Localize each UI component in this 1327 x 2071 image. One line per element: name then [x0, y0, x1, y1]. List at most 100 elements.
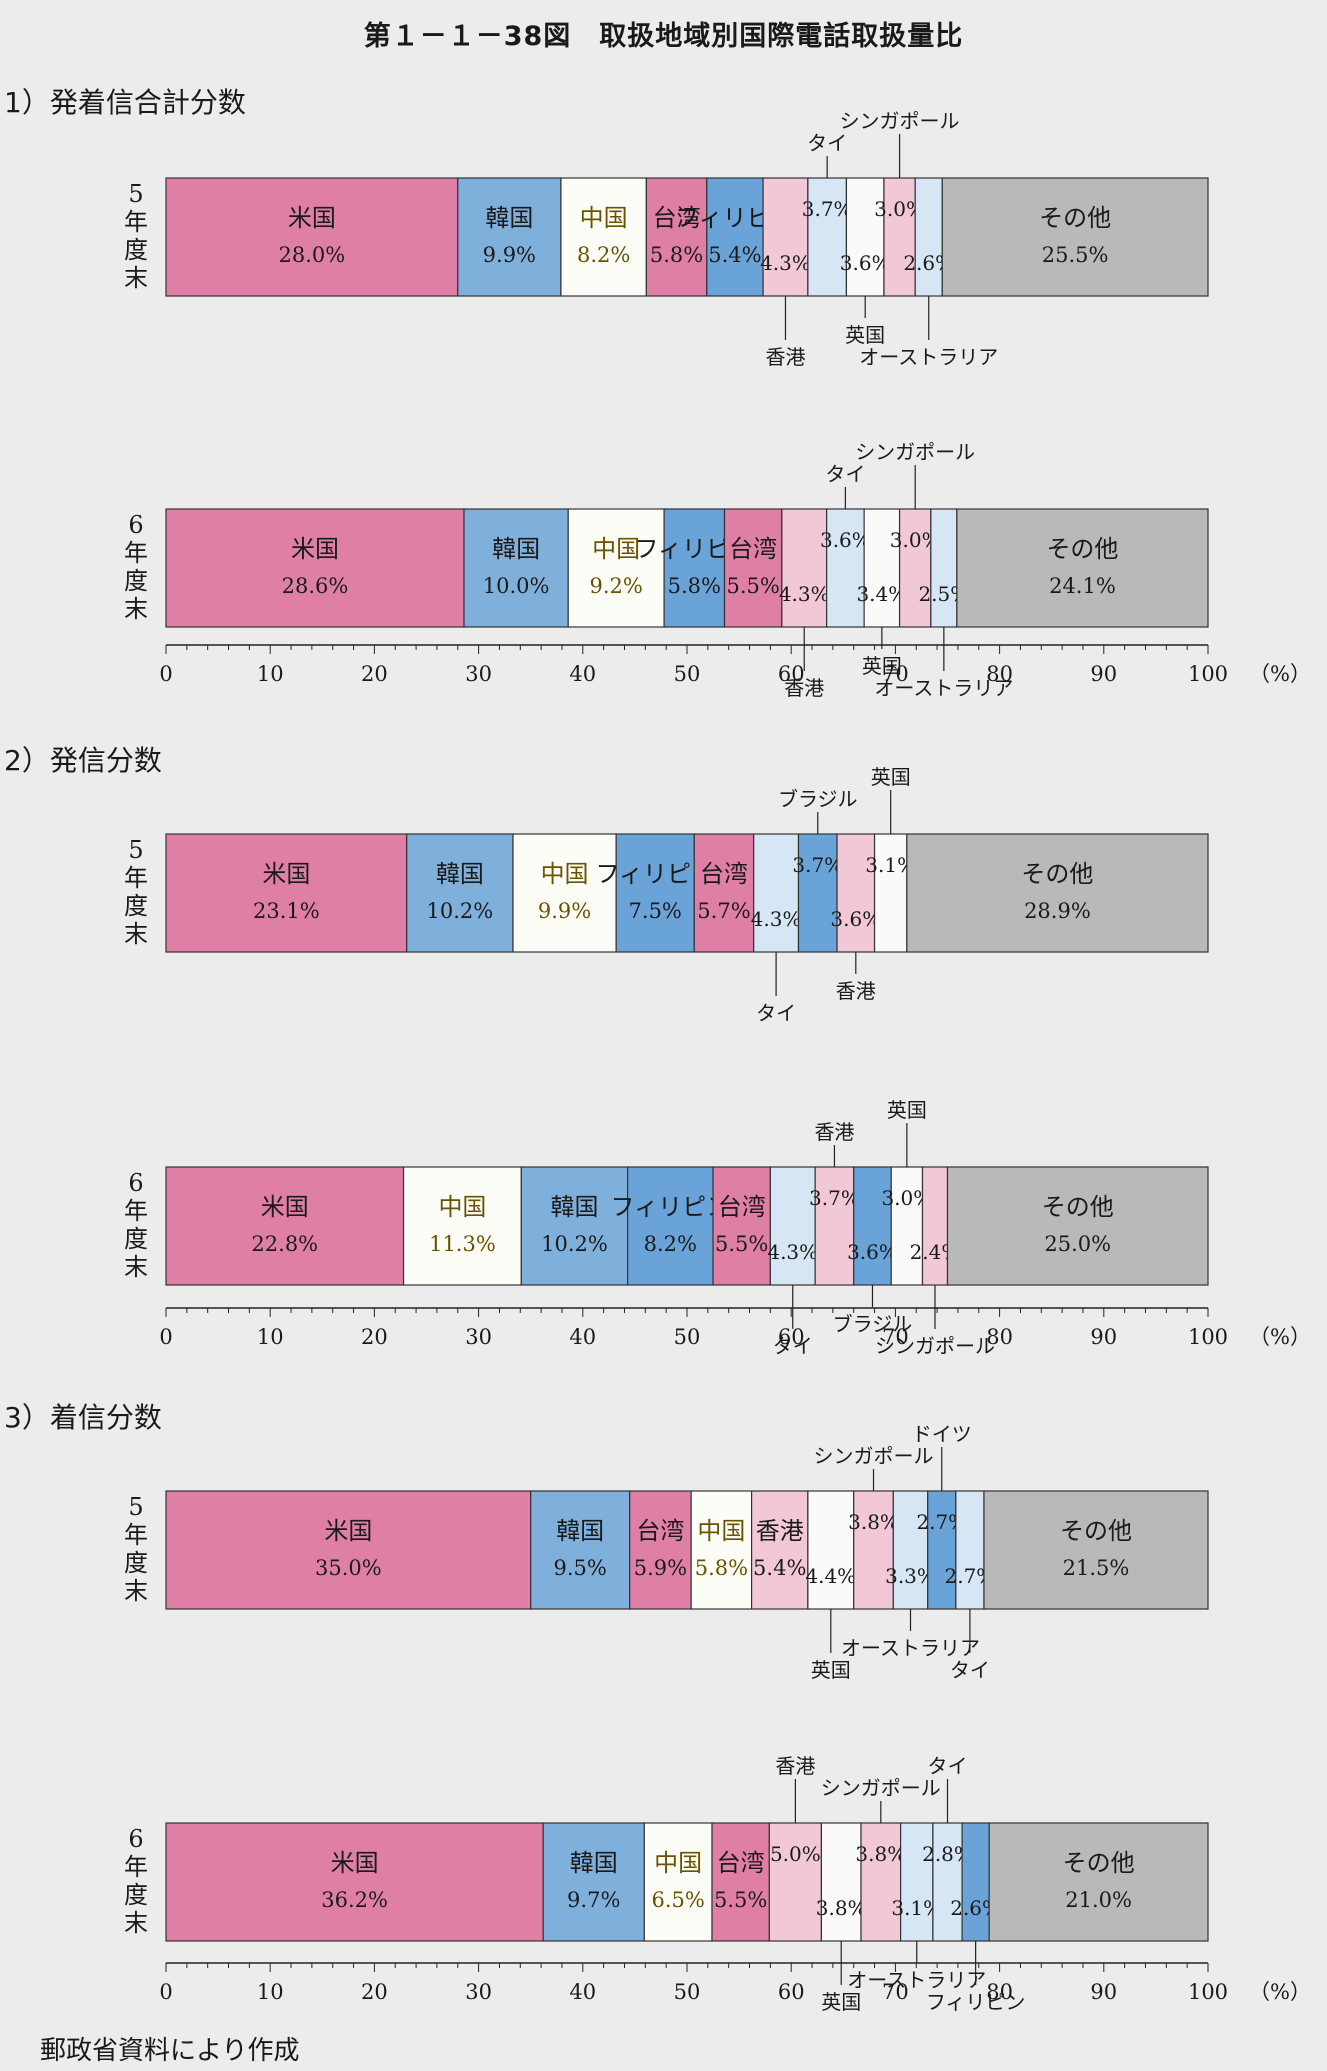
bar-segment — [898, 508, 932, 628]
segment-name: タイ — [807, 131, 847, 155]
bar-segment — [693, 833, 755, 953]
segment-value: 8.2% — [577, 243, 630, 267]
source-note: 郵政省資料により作成 — [40, 2036, 300, 2066]
x-tick-label: 60 — [778, 1980, 805, 2004]
segment-value: 3.6% — [830, 907, 881, 931]
segment-value: 21.0% — [1065, 1888, 1132, 1912]
x-tick-label: 70 — [882, 1325, 909, 1349]
x-tick-label: 100 — [1188, 1980, 1228, 2004]
x-tick-label: 70 — [882, 662, 909, 686]
segment-value: 25.5% — [1042, 243, 1109, 267]
segment-name: その他 — [1063, 1849, 1135, 1877]
segment-name: ブラジル — [833, 1312, 913, 1336]
segment-name: 米国 — [262, 860, 310, 888]
bar-segment — [807, 1490, 855, 1610]
segment-value: 10.2% — [541, 1232, 608, 1256]
bar-segment — [512, 833, 617, 953]
segment-name: タイ — [773, 1334, 813, 1358]
bar-segment — [820, 1822, 862, 1942]
segment-value: 5.9% — [634, 1556, 687, 1580]
segment-name: その他 — [1060, 1517, 1132, 1545]
bar-segment — [892, 1490, 929, 1610]
segment-name: タイ — [825, 462, 865, 486]
segment-name: 香港 — [775, 1754, 815, 1778]
bar-segment — [853, 1490, 894, 1610]
row-label-char: 度 — [124, 1225, 148, 1253]
bar-segment — [890, 1166, 924, 1286]
segment-value: 5.4% — [708, 243, 761, 267]
row-label-char: 年 — [124, 864, 148, 892]
segment-name: 米国 — [291, 535, 339, 563]
x-tick-label: 100 — [1188, 1325, 1228, 1349]
bar-segment — [711, 1822, 770, 1942]
segment-value: 22.8% — [251, 1232, 318, 1256]
segment-value: 3.4% — [856, 582, 907, 606]
segment-name: シンガポール — [814, 1444, 934, 1468]
segment-value: 7.5% — [629, 899, 682, 923]
segment-value: 3.8% — [816, 1896, 867, 1920]
segment-name: シンガポール — [875, 1334, 995, 1358]
row-label-char: 度 — [124, 236, 148, 264]
segment-name: 台湾 — [717, 1849, 765, 1877]
segment-name: 台湾 — [636, 1517, 684, 1545]
x-tick-label: 10 — [257, 1980, 284, 2004]
segment-value: 9.9% — [538, 899, 591, 923]
bar-segment — [567, 508, 665, 628]
bar-segment — [627, 1166, 714, 1286]
bar-segment — [406, 833, 514, 953]
bar-segment — [836, 833, 876, 953]
bar-segment — [769, 1166, 816, 1286]
x-tick-label: 0 — [159, 1325, 172, 1349]
bar-segment — [930, 508, 958, 628]
segment-value: 9.2% — [589, 574, 642, 598]
segment-value: 5.8% — [668, 574, 721, 598]
segment-name: シンガポール — [821, 1776, 941, 1800]
bar-segment — [955, 1490, 985, 1610]
bar-segment — [165, 1490, 532, 1610]
segment-value: 5.5% — [726, 574, 779, 598]
row-label-char: 度 — [124, 1549, 148, 1577]
x-tick-label: 40 — [569, 662, 596, 686]
segment-value: 24.1% — [1049, 574, 1116, 598]
bar-segment — [807, 177, 848, 297]
segment-name: 中国 — [438, 1193, 486, 1221]
bar-segment — [751, 1490, 809, 1610]
segment-name: オーストラリア — [847, 1968, 986, 1992]
x-unit-label: （%） — [1249, 662, 1311, 686]
segment-value: 25.0% — [1044, 1232, 1111, 1256]
bar-segment — [814, 1166, 855, 1286]
segment-name: 韓国 — [485, 204, 533, 232]
segment-value: 28.6% — [282, 574, 349, 598]
bar-segment — [932, 1822, 963, 1942]
x-tick-label: 50 — [674, 1980, 701, 2004]
bar-segment — [165, 1822, 544, 1942]
x-tick-label: 90 — [1090, 662, 1117, 686]
segment-value: 10.2% — [426, 899, 493, 923]
bar-segment — [615, 833, 695, 953]
segment-value: 5.7% — [697, 899, 750, 923]
segment-name: フィリピン — [926, 1990, 1026, 2014]
x-tick-label: 80 — [986, 1325, 1013, 1349]
bar-segment — [560, 177, 647, 297]
segment-name: 香港 — [784, 676, 824, 700]
segment-name: 中国 — [592, 535, 640, 563]
bar-segment — [863, 508, 901, 628]
segment-value: 4.3% — [751, 907, 802, 931]
segment-value: 3.6% — [847, 1240, 898, 1264]
segment-value: 3.6% — [840, 251, 891, 275]
segment-name: 中国 — [541, 860, 589, 888]
segment-name: 香港 — [756, 1517, 804, 1545]
segment-name: シンガポール — [840, 109, 960, 133]
segment-name: 中国 — [654, 1849, 702, 1877]
segment-value: 3.6% — [820, 528, 871, 552]
x-tick-label: 90 — [1090, 1980, 1117, 2004]
section-title: 2）発信分数 — [4, 744, 162, 777]
segment-name: 米国 — [331, 1849, 379, 1877]
x-tick-label: 20 — [361, 1980, 388, 2004]
segment-name: オーストラリア — [841, 1636, 980, 1660]
segment-value: 3.7% — [809, 1186, 860, 1210]
segment-name: ドイツ — [912, 1422, 972, 1446]
bar-segment — [402, 1166, 522, 1286]
segment-name: その他 — [1039, 204, 1111, 232]
